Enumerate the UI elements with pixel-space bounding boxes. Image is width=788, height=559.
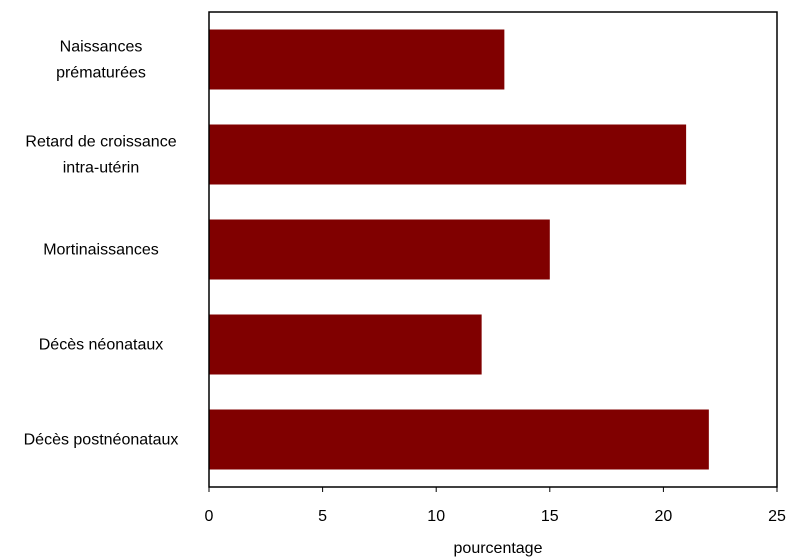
category-label-line: Naissances: [60, 39, 143, 56]
category-labels: Naissances prématurées Retard de croissanc…: [24, 39, 179, 449]
x-axis-ticks: 0 5 10 15 20 25: [205, 487, 786, 525]
plot-area-frame: [208, 11, 778, 488]
bar-1: [209, 124, 687, 185]
x-tick-label-5: 25: [768, 508, 786, 525]
category-label-line: Décès postnéonataux: [24, 432, 179, 449]
category-label-line: Retard de croissance: [25, 134, 176, 151]
category-label-line: Mortinaissances: [43, 242, 159, 259]
category-label-2: Mortinaissances: [43, 242, 159, 259]
category-label-line: prématurées: [56, 65, 146, 82]
category-label-line: Décès néonataux: [39, 337, 164, 354]
x-tick-label-2: 10: [427, 508, 445, 525]
bar-0: [209, 29, 505, 90]
x-tick-label-3: 15: [541, 508, 559, 525]
x-tick-label-1: 5: [318, 508, 327, 525]
category-label-1: Retard de croissance intra-utérin: [25, 134, 176, 177]
category-label-3: Décès néonataux: [39, 337, 164, 354]
x-tick-label-0: 0: [205, 508, 214, 525]
bars-group: [209, 29, 709, 470]
category-label-0: Naissances prématurées: [56, 39, 146, 82]
x-tick-label-4: 20: [655, 508, 673, 525]
bar-3: [209, 314, 482, 375]
category-label-line: intra-utérin: [63, 160, 139, 177]
bar-4: [209, 409, 709, 470]
x-axis-title: pourcentage: [454, 540, 543, 557]
bar-2: [209, 219, 550, 280]
category-label-4: Décès postnéonataux: [24, 432, 179, 449]
